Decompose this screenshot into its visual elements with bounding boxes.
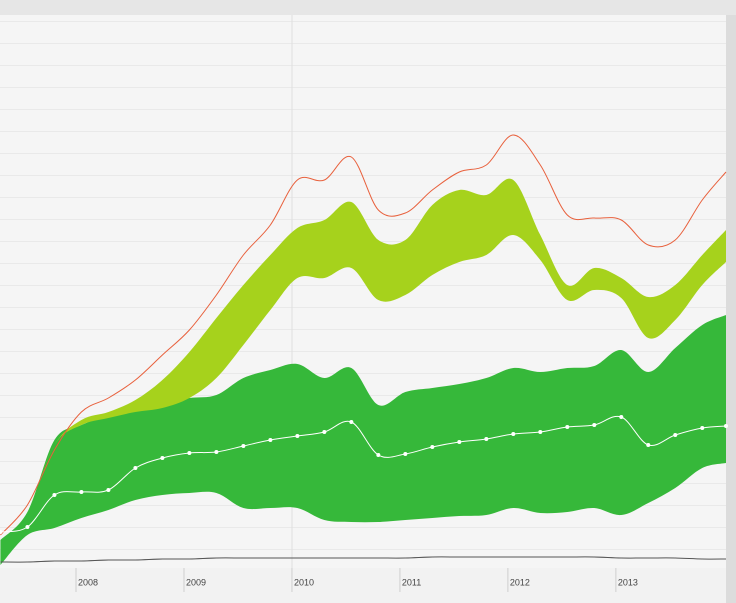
point (700, 426, 705, 430)
point (187, 451, 192, 455)
point (430, 445, 435, 449)
point (268, 438, 273, 442)
point (52, 493, 57, 497)
point (403, 452, 408, 456)
point (619, 415, 624, 419)
point (241, 444, 246, 448)
point (295, 434, 300, 438)
point (0, 530, 3, 534)
point (376, 453, 381, 457)
point (106, 488, 111, 492)
x-axis-area (0, 568, 726, 603)
plot: 2008 2009 2010 2011 2012 2013 (0, 134, 728, 592)
x-tick-label: 2013 (618, 577, 638, 587)
point (79, 490, 84, 494)
line (0, 415, 727, 533)
point (322, 430, 327, 434)
point (133, 466, 138, 470)
x-tick-label: 2010 (294, 577, 314, 587)
band (0, 178, 727, 540)
top-strip (0, 0, 736, 15)
point (349, 420, 354, 424)
point (160, 456, 165, 460)
point (646, 443, 651, 447)
point (457, 440, 462, 444)
point (592, 423, 597, 427)
point (538, 430, 543, 434)
line (0, 134, 727, 536)
point (673, 433, 678, 437)
point (484, 437, 489, 441)
point (565, 425, 570, 429)
x-tick-label: 2011 (402, 577, 421, 587)
point (724, 424, 728, 428)
point (25, 525, 30, 529)
band (0, 315, 727, 565)
line (0, 556, 727, 563)
x-tick-label: 2008 (78, 577, 98, 587)
point (511, 432, 516, 436)
right-strip (726, 15, 736, 603)
point (214, 450, 219, 454)
x-tick-label: 2009 (186, 577, 206, 587)
x-tick-label: 2012 (510, 577, 530, 587)
